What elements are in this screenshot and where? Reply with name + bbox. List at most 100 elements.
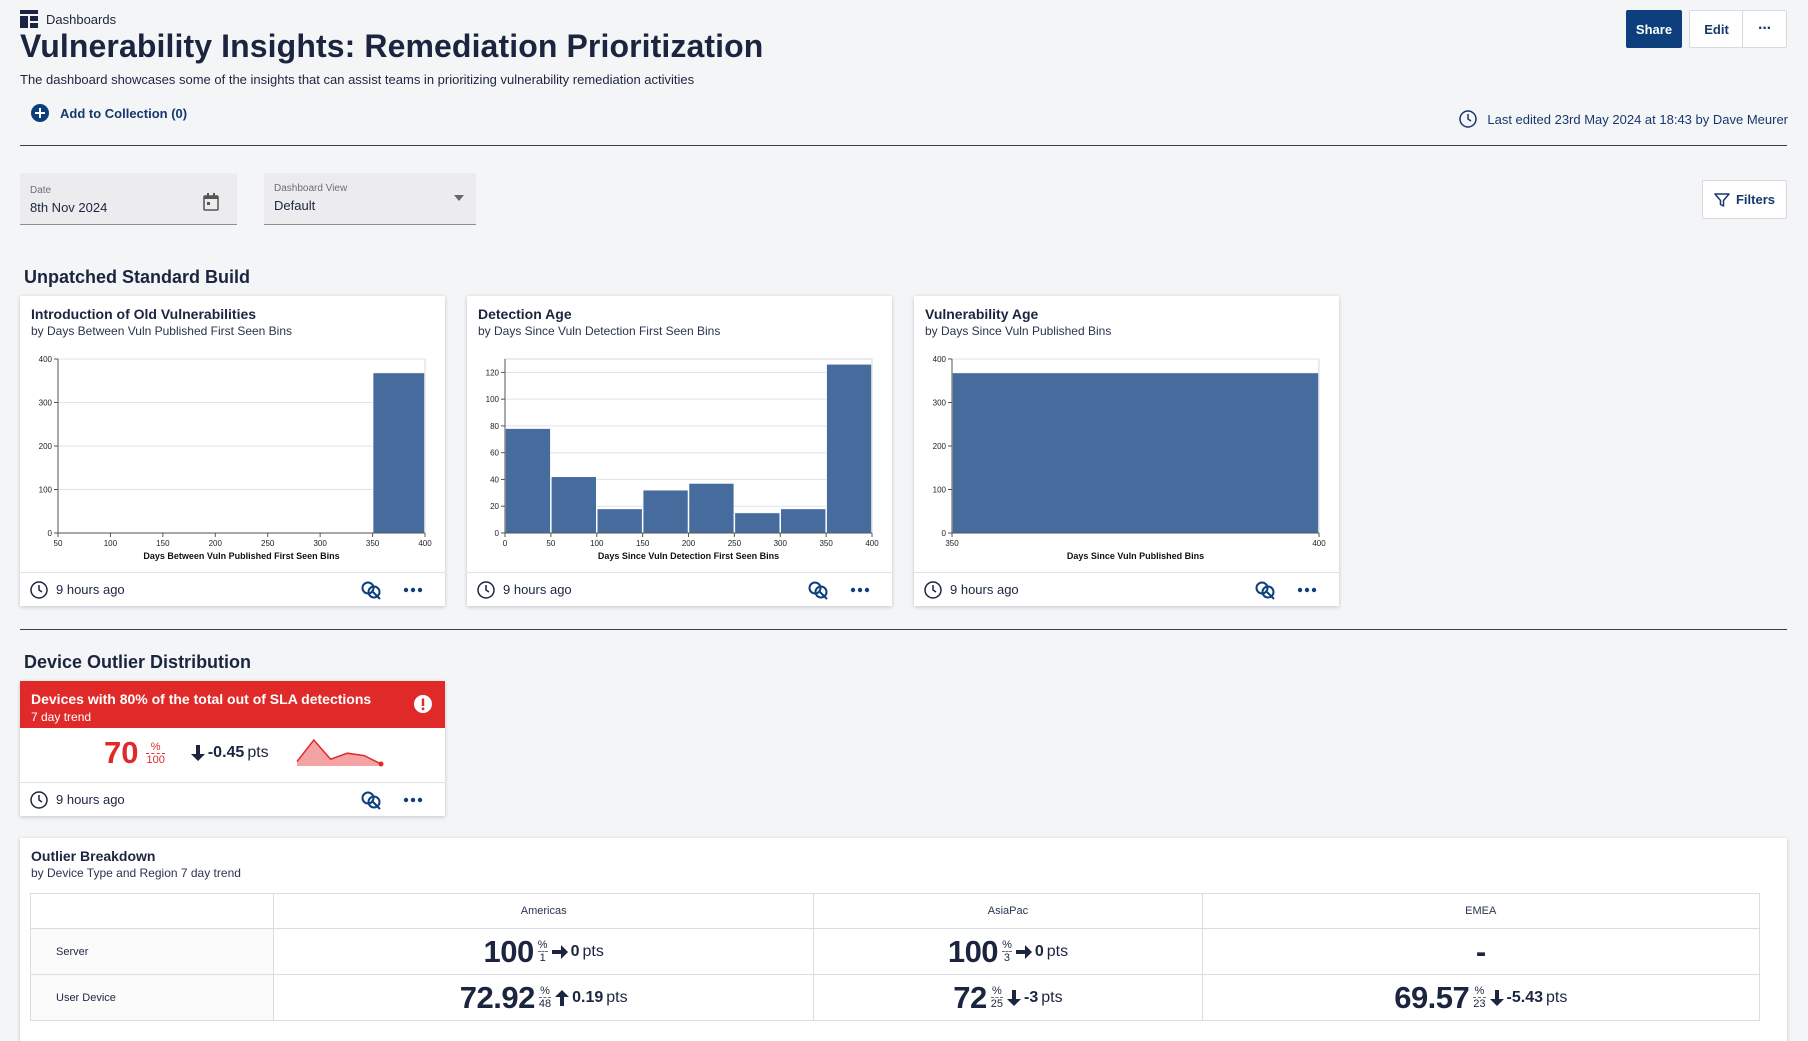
alert-change-unit: pts — [247, 744, 269, 761]
more-options-icon[interactable] — [403, 587, 423, 593]
cell-value: 72.92 — [459, 979, 536, 1015]
chart-card: Introduction of Old Vulnerabilities by D… — [20, 296, 445, 606]
cell-denominator: 1 — [539, 952, 546, 964]
row-label: User Device — [30, 974, 274, 1021]
updated-time: 9 hours ago — [950, 582, 1019, 597]
cell-denominator: 3 — [1003, 952, 1011, 964]
cell-change: -5.43 pts — [1489, 988, 1568, 1007]
cell-value: - — [1475, 933, 1486, 969]
cell-change-unit: pts — [606, 988, 628, 1006]
alert-metric: 70 % 100 -0.45 pts — [104, 735, 387, 771]
date-picker[interactable]: Date 8th Nov 2024 — [20, 173, 237, 225]
updated-time: 9 hours ago — [56, 582, 125, 597]
sparkline-line — [296, 738, 381, 765]
card-subtitle: by Days Since Vuln Detection First Seen … — [478, 324, 721, 338]
breakdown-table: Americas AsiaPac EMEA Server 100 % 1 0 pts… — [30, 893, 1761, 1021]
cell-value: 100 — [947, 933, 999, 969]
cell-change-unit: pts — [1046, 942, 1069, 960]
card-footer: 9 hours ago — [467, 572, 892, 606]
breakdown-subtitle: by Device Type and Region 7 day trend — [31, 866, 241, 880]
x-tick-label: 150 — [156, 539, 170, 548]
arrow-down-icon — [1489, 989, 1504, 1006]
dashboard-view-select[interactable]: Dashboard View Default — [264, 173, 476, 225]
x-tick-label: 350 — [366, 539, 380, 548]
last-edited: Last edited 23rd May 2024 at 18:43 by Da… — [1459, 110, 1788, 128]
y-tick-label: 400 — [933, 355, 947, 364]
alert-subtitle: 7 day trend — [31, 710, 92, 724]
histogram-bar — [952, 372, 1319, 534]
breakdown-title: Outlier Breakdown — [31, 848, 156, 864]
breadcrumb[interactable]: Dashboards — [20, 10, 116, 28]
cell-change-unit: pts — [1041, 988, 1063, 1006]
x-tick-label: 200 — [682, 539, 696, 548]
y-tick-label: 300 — [39, 399, 53, 408]
filters-label: Filters — [1735, 192, 1775, 207]
x-tick-label: 300 — [774, 539, 788, 548]
x-tick-label: 350 — [819, 539, 833, 548]
x-axis-label: Days Between Vuln Published First Seen B… — [143, 551, 339, 561]
y-tick-label: 0 — [942, 529, 947, 538]
breakdown-card: Outlier Breakdown by Device Type and Reg… — [20, 838, 1787, 1041]
x-tick-label: 400 — [418, 539, 432, 548]
cell-change-value: 0 — [570, 942, 580, 960]
y-tick-label: 80 — [490, 422, 499, 431]
cell-fraction: % 25 — [990, 985, 1004, 1010]
table-row: User Device 72.92 % 48 0.19 pts 72 % 25 -3 p… — [30, 974, 1761, 1021]
breadcrumb-label[interactable]: Dashboards — [46, 11, 117, 27]
link-icon[interactable] — [361, 580, 381, 600]
more-options-icon[interactable] — [850, 587, 870, 593]
x-tick-label: 200 — [209, 539, 223, 548]
y-tick-label: 100 — [39, 486, 53, 495]
cell-change-unit: pts — [1546, 988, 1568, 1006]
table-cell: 100 % 3 0 pts — [813, 928, 1203, 975]
alert-change-value: -0.45 — [207, 744, 245, 761]
more-options-button[interactable]: ··· — [1742, 10, 1787, 48]
histogram-bar — [372, 372, 425, 534]
cell-unit: % — [537, 939, 548, 952]
filter-icon — [1714, 192, 1730, 207]
x-tick-label: 150 — [636, 539, 650, 548]
filters-button[interactable]: Filters — [1702, 180, 1787, 219]
more-options-icon[interactable] — [403, 797, 423, 803]
card-footer: 9 hours ago — [20, 572, 445, 606]
section-title-device-outlier: Device Outlier Distribution — [24, 652, 252, 672]
section-divider — [20, 629, 1787, 630]
cell-fraction: % 48 — [538, 985, 552, 1010]
alert-card: Devices with 80% of the total out of SLA… — [20, 681, 445, 816]
calendar-icon[interactable] — [203, 193, 219, 211]
link-icon[interactable] — [361, 790, 381, 810]
alert-unit: % — [146, 741, 165, 754]
cell-denominator: 48 — [538, 998, 552, 1010]
cell-change: -3 pts — [1007, 989, 1063, 1007]
y-tick-label: 20 — [490, 502, 499, 511]
updated-time: 9 hours ago — [503, 582, 572, 597]
table-cell: 72 % 25 -3 pts — [813, 974, 1203, 1021]
corner-header — [30, 893, 274, 929]
clock-icon — [924, 580, 942, 599]
share-button[interactable]: Share — [1626, 10, 1682, 48]
link-icon[interactable] — [1255, 580, 1275, 600]
cell-unit: % — [1002, 939, 1012, 952]
y-tick-label: 200 — [933, 442, 947, 451]
x-tick-label: 400 — [1312, 539, 1326, 548]
updated-time: 9 hours ago — [56, 792, 125, 807]
x-tick-label: 50 — [54, 539, 63, 548]
sparkline-area — [296, 740, 381, 766]
clock-icon — [30, 790, 48, 809]
row-label: Server — [30, 928, 274, 975]
more-options-icon[interactable] — [1297, 587, 1317, 593]
edit-button[interactable]: Edit — [1689, 10, 1744, 48]
cell-value: 72 — [953, 979, 987, 1015]
x-tick-label: 300 — [313, 539, 327, 548]
card-subtitle: by Days Between Vuln Published First See… — [31, 324, 293, 338]
add-to-collection-label: Add to Collection (0) — [60, 105, 188, 121]
arrow-down-icon — [1007, 989, 1022, 1006]
card-title: Vulnerability Age — [925, 306, 1039, 322]
link-icon[interactable] — [808, 580, 828, 600]
date-value: 8th Nov 2024 — [30, 200, 108, 215]
histogram-bar — [826, 364, 872, 534]
cell-change: 0.19 pts — [555, 988, 628, 1007]
add-to-collection-button[interactable]: Add to Collection (0) — [30, 103, 187, 123]
histogram-chart: 0 100 200 300 400 350 400 Days Since Vuln Publi… — [933, 355, 1327, 561]
plus-circle-icon — [31, 104, 49, 122]
